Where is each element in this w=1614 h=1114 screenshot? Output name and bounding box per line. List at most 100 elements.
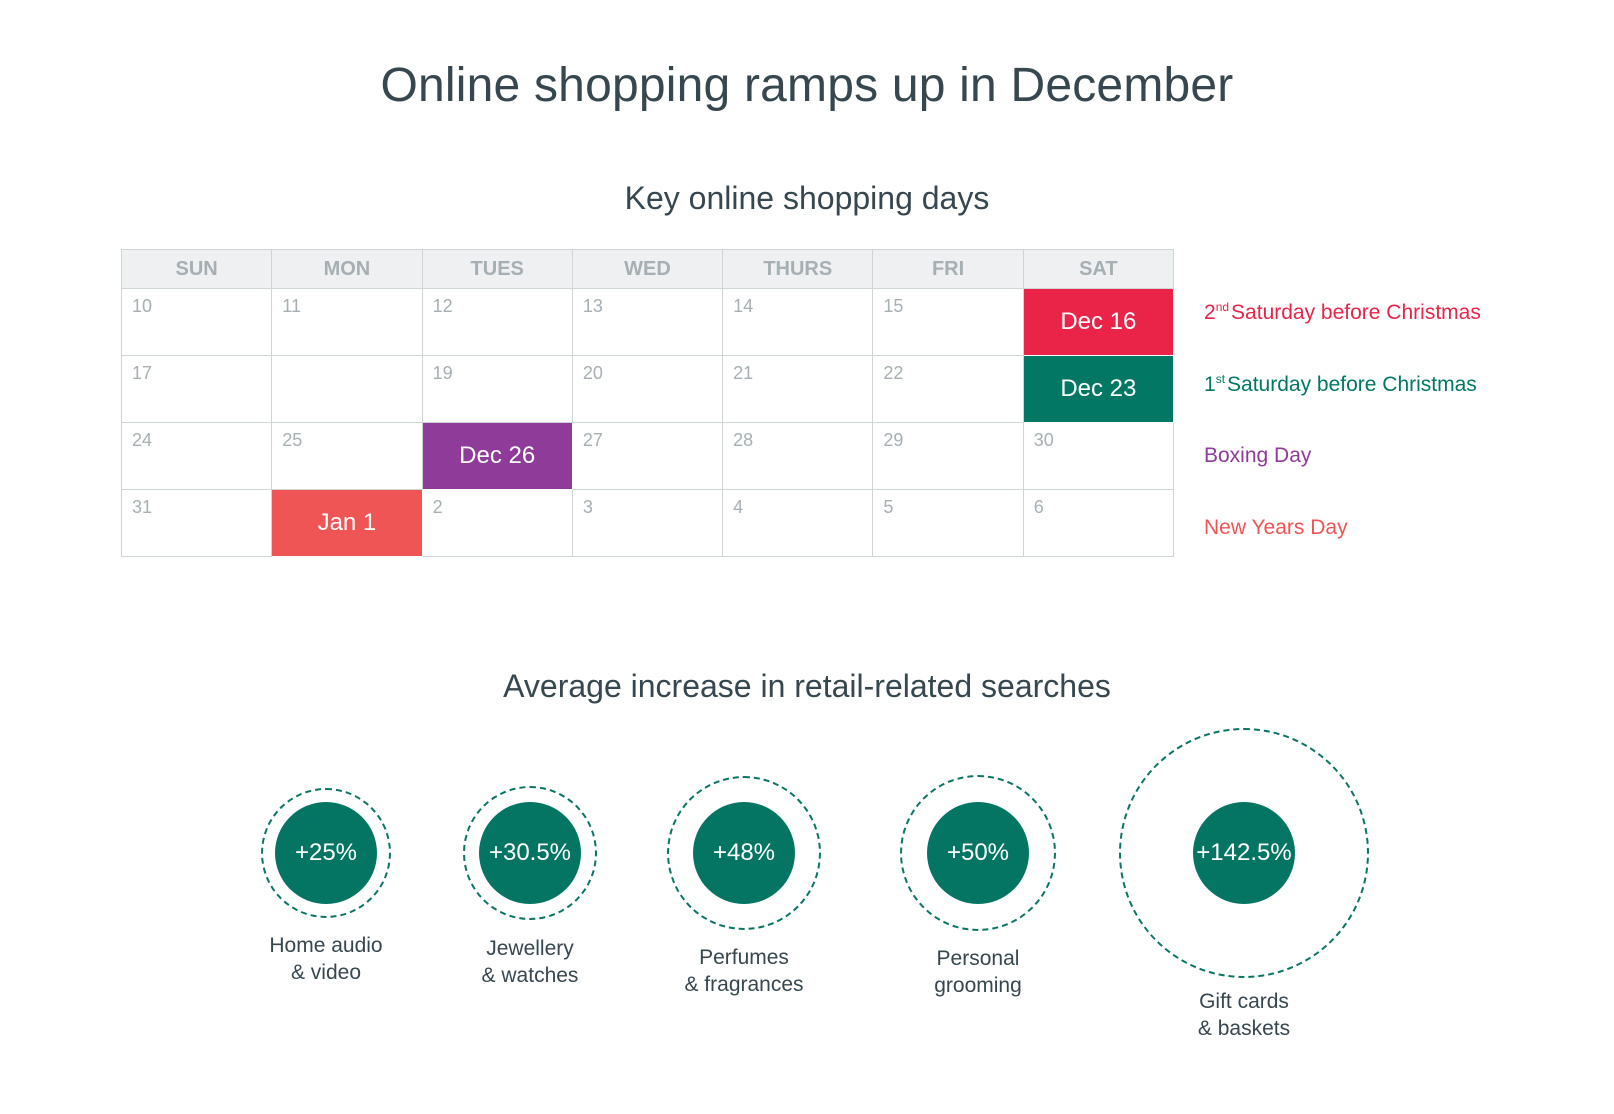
- day-number: 15: [883, 296, 904, 316]
- highlight-date-label: Dec 26: [459, 442, 536, 469]
- day-number: 30: [1033, 430, 1054, 450]
- category-label-line: Perfumes: [699, 946, 789, 969]
- calendar-week-row: 31 Jan 1 2 3 4 5 6: [120, 489, 1175, 557]
- highlight-date-label: Dec 16: [1060, 308, 1137, 335]
- calendar-day-cell: 22: [872, 355, 1024, 423]
- calendar-title: Key online shopping days: [624, 180, 990, 216]
- shopping-calendar: SUN MON TUES WED THURS FRI SAT 10 11 12 13 14 15 Dec…: [120, 249, 1175, 557]
- bubble-value: +142.5%: [1193, 802, 1295, 904]
- day-number: 6: [1033, 497, 1044, 517]
- calendar-day-cell: 29: [872, 422, 1024, 490]
- calendar-header-row: SUN MON TUES WED THURS FRI SAT: [120, 249, 1175, 289]
- category-label-line: & video: [290, 961, 362, 984]
- day-number: 29: [883, 430, 904, 450]
- bubble-value: +50%: [927, 802, 1029, 904]
- day-number: 21: [733, 363, 754, 383]
- bubble-category-label: Gift cards & baskets: [1124, 988, 1364, 1042]
- bubble-category-label: Home audio & video: [206, 932, 446, 986]
- day-number: 14: [733, 296, 754, 316]
- page-title: Online shopping ramps up in December: [380, 59, 1234, 112]
- bubble-value: +30.5%: [479, 802, 581, 904]
- day-number: 4: [733, 497, 744, 517]
- category-label-line: Home audio: [269, 934, 383, 957]
- day-number: 11: [282, 296, 301, 316]
- weekday-header: THURS: [722, 249, 874, 289]
- category-label-line: & watches: [481, 964, 579, 987]
- calendar-day-cell: 11: [271, 288, 423, 356]
- day-number: 28: [733, 430, 754, 450]
- legend-label: New Years Day: [1204, 516, 1348, 539]
- calendar-week-row: 10 11 12 13 14 15 Dec 16: [120, 288, 1174, 356]
- search-chart-title: Average increase in retail-related searc…: [503, 668, 1111, 704]
- category-label-line: grooming: [934, 974, 1022, 997]
- calendar-day-cell: 24: [120, 422, 273, 490]
- calendar-day-cell: 28: [722, 422, 874, 490]
- legend-label: Saturday before Christmas: [1231, 301, 1481, 324]
- bubble-outer-ring: [667, 776, 821, 930]
- weekday-header: SAT: [1022, 249, 1175, 289]
- day-number: 27: [582, 430, 603, 450]
- calendar-day-cell: 12: [421, 288, 573, 356]
- day-number: 17: [132, 363, 153, 383]
- calendar-week-row: 17 19 20 21 22 Dec 23: [120, 355, 1174, 423]
- weekday-header: WED: [571, 249, 724, 289]
- day-number: 31: [132, 497, 153, 517]
- legend-item: 2ndSaturday before Christmas: [1204, 300, 1481, 325]
- legend-item: New Years Day: [1204, 516, 1348, 540]
- day-number: 24: [132, 430, 153, 450]
- calendar-day-cell: 27: [571, 422, 724, 490]
- calendar-day-cell: Dec 26: [422, 422, 573, 490]
- calendar-day-cell: 5: [872, 489, 1024, 557]
- category-label-line: & baskets: [1197, 1017, 1291, 1040]
- highlight-date-label: Dec 23: [1060, 375, 1137, 402]
- calendar-day-cell: 17: [120, 355, 273, 423]
- bubble-value: +25%: [275, 802, 377, 904]
- calendar-day-cell: 25: [271, 422, 423, 490]
- category-label-line: Gift cards: [1199, 990, 1289, 1013]
- calendar-day-cell: 15: [872, 288, 1024, 356]
- calendar-day-cell: 13: [571, 288, 724, 356]
- day-number: 3: [582, 497, 593, 517]
- day-number: 25: [282, 430, 303, 450]
- day-number: 5: [883, 497, 894, 517]
- legend-ordinal: 2: [1204, 301, 1216, 324]
- weekday-header: SUN: [120, 249, 273, 289]
- day-number: 13: [582, 296, 603, 316]
- legend-label: Boxing Day: [1204, 444, 1312, 467]
- legend-label: Saturday before Christmas: [1227, 373, 1477, 396]
- day-number: 22: [883, 363, 904, 383]
- bubble-category-label: Personal grooming: [858, 945, 1098, 999]
- calendar-day-cell: 19: [421, 355, 573, 423]
- calendar-body: 10 11 12 13 14 15 Dec 16 17 19 20 21 22 Dec 23 24 25 De…: [120, 288, 1175, 557]
- calendar-day-cell: 20: [571, 355, 724, 423]
- legend-ordinal-suffix: st: [1215, 372, 1226, 386]
- calendar-week-row: 24 25 Dec 26 27 28 29 30: [120, 422, 1175, 490]
- day-number: 20: [582, 363, 603, 383]
- weekday-header: MON: [271, 249, 423, 289]
- bubble-category-label: Perfumes & fragrances: [624, 944, 864, 998]
- calendar-day-cell: 3: [571, 489, 724, 557]
- calendar-day-cell: Dec 16: [1023, 288, 1174, 356]
- bubble-outer-ring: [1119, 728, 1369, 978]
- calendar-day-cell: 30: [1022, 422, 1175, 490]
- day-number: 19: [432, 363, 453, 383]
- legend-ordinal: 1: [1204, 373, 1216, 396]
- legend-item: Boxing Day: [1204, 444, 1311, 468]
- highlight-date-label: Jan 1: [317, 509, 377, 536]
- calendar-day-cell: [271, 355, 423, 423]
- calendar-day-cell: Jan 1: [271, 489, 423, 557]
- bubble-outer-ring: [900, 775, 1056, 931]
- day-number: 10: [132, 296, 153, 316]
- legend-item: 1stSaturday before Christmas: [1204, 372, 1477, 397]
- bubble-value: +48%: [693, 802, 795, 904]
- bubble-outer-ring: [261, 788, 391, 918]
- calendar-day-cell: 6: [1022, 489, 1175, 557]
- bubble-outer-ring: [463, 786, 597, 920]
- calendar-day-cell: 31: [120, 489, 273, 557]
- weekday-header: TUES: [421, 249, 573, 289]
- bubble-category-label: Jewellery & watches: [410, 935, 650, 989]
- calendar-day-cell: 4: [722, 489, 874, 557]
- category-label-line: & fragrances: [684, 973, 804, 996]
- calendar-day-cell: 10: [120, 288, 273, 356]
- legend-ordinal-suffix: nd: [1215, 300, 1230, 314]
